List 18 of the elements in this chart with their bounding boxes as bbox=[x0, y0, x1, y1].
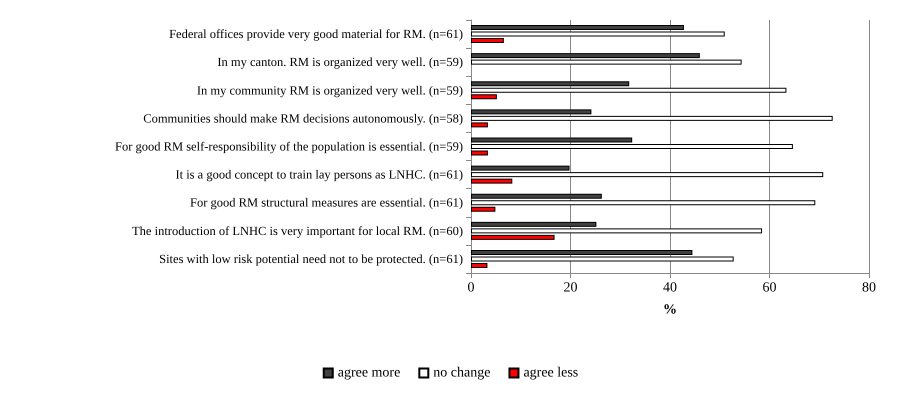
legend-label: agree less bbox=[523, 366, 578, 380]
y-tick-label: For good RM self-responsibility of the population is essential. (n=59) bbox=[115, 140, 463, 154]
x-tick-label: 20 bbox=[564, 280, 578, 296]
y-tick-label: Federal offices provide very good material for RM. (n=61) bbox=[169, 27, 463, 42]
x-tick-label: 80 bbox=[862, 280, 876, 296]
y-tick-label: Sites with low risk potential need not to be protected. (n=61) bbox=[159, 252, 463, 266]
x-tick-label: 60 bbox=[762, 280, 776, 296]
x-axis-title: % bbox=[663, 302, 677, 318]
legend-label: no change bbox=[433, 366, 490, 380]
legend-label: agree more bbox=[338, 366, 400, 380]
y-tick-label: In my community RM is organized very well. (n=59) bbox=[196, 83, 463, 98]
y-tick-label: In my canton. RM is organized very well. (n=59) bbox=[217, 55, 463, 70]
x-tick-label: 0 bbox=[468, 280, 474, 296]
y-tick-label: It is a good concept to train lay persons as LNHC. (n=61) bbox=[175, 168, 463, 182]
y-tick-label: For good RM structural measures are essential. (n=61) bbox=[190, 196, 463, 210]
y-tick-label: The introduction of LNHC is very important for local RM. (n=60) bbox=[132, 224, 463, 238]
x-tick-label: 40 bbox=[663, 280, 677, 296]
y-tick-label: Communities should make RM decisions autonomously. (n=58) bbox=[143, 111, 463, 126]
